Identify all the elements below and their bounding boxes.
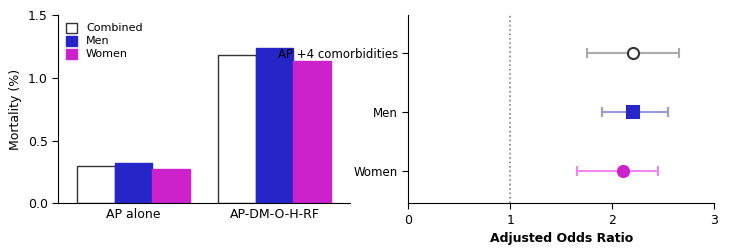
Bar [114,163,152,203]
Y-axis label: Mortality (%): Mortality (%) [9,68,23,150]
Legend: Combined, Men, Women: Combined, Men, Women [64,20,145,62]
Bar [218,55,256,203]
Bar [77,166,114,203]
X-axis label: Adjusted Odds Ratio: Adjusted Odds Ratio [490,232,633,245]
Bar [294,61,331,203]
Bar [256,48,294,203]
Bar [152,169,190,203]
